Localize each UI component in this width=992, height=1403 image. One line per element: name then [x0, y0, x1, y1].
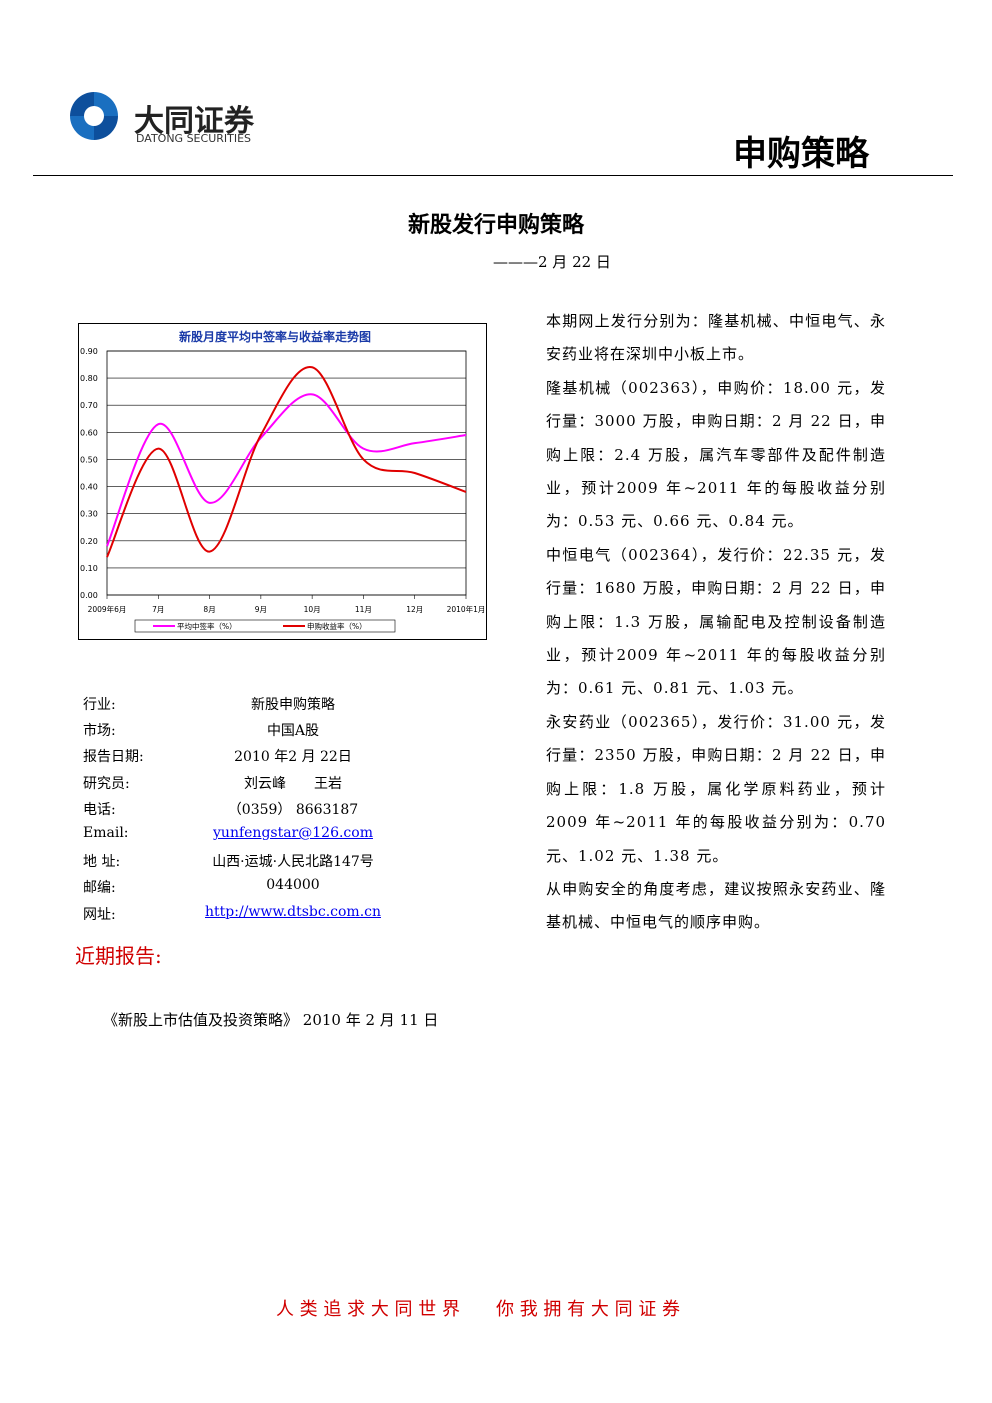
- info-label: 邮编:: [83, 880, 116, 897]
- info-row: Email: yunfengstar@126.com: [83, 825, 413, 851]
- x-tick-label: 2010年1月: [447, 604, 486, 614]
- paragraph: 隆基机械（002363），申购价：18.00 元，发行量：3000 万股，申购日…: [546, 378, 886, 531]
- info-label: 报告日期:: [83, 749, 144, 766]
- recent-heading: 近期报告:: [75, 944, 162, 968]
- info-row: 网址: http://www.dtsbc.com.cn: [83, 904, 413, 930]
- logo-mark: [70, 92, 118, 140]
- header-rule: [33, 175, 953, 176]
- x-tick-label: 10月: [304, 605, 321, 614]
- doc-date: ———2 月 22 日: [493, 253, 611, 271]
- doc-title: 新股发行申购策略: [407, 212, 584, 238]
- info-row: 地 址: 山西·运城·人民北路147号: [83, 851, 413, 877]
- footer-slogan: 人 类 追 求 大 同 世 界 你 我 拥 有 大 同 证 券: [275, 1299, 681, 1320]
- y-tick-label: 0.90: [80, 347, 98, 356]
- legend-label: 申购收益率（%）: [307, 621, 367, 631]
- x-tick-label: 2009年6月: [88, 604, 127, 614]
- info-row: 行业: 新股申购策略: [83, 694, 413, 720]
- legend-box: [134, 619, 396, 633]
- info-row: 邮编: 044000: [83, 877, 413, 903]
- chart-title: 新股月度平均中签率与收益率走势图: [179, 329, 371, 344]
- info-label: 地 址:: [83, 854, 121, 871]
- info-value: 刘云峰 王岩: [244, 775, 342, 792]
- y-tick-label: 0.10: [80, 564, 98, 573]
- y-tick-label: 0.80: [80, 374, 98, 383]
- y-tick-label: 0.20: [80, 537, 98, 546]
- x-tick-label: 8月: [203, 605, 215, 614]
- y-tick-label: 0.30: [80, 510, 98, 519]
- y-tick-label: 0.40: [80, 483, 98, 492]
- paragraph: 中恒电气（002364），发行价：22.35 元，发行量：1680 万股，申购日…: [546, 545, 886, 698]
- x-tick-label: 9月: [255, 605, 267, 614]
- info-value: 新股申购策略: [251, 697, 335, 713]
- info-label: 市场:: [83, 723, 116, 740]
- info-row: 报告日期: 2010 年2 月 22日: [83, 746, 413, 772]
- section-title: 申购策略: [733, 134, 869, 174]
- y-tick-label: 0.50: [80, 455, 98, 464]
- info-link[interactable]: http://www.dtsbc.com.cn: [205, 903, 381, 920]
- info-label: Email:: [83, 825, 129, 841]
- info-label: 行业:: [83, 697, 116, 713]
- info-value: 044000: [266, 877, 320, 894]
- x-tick-label: 12月: [406, 605, 423, 614]
- y-tick-label: 0.60: [80, 428, 98, 437]
- y-tick-label: 0.00: [80, 591, 98, 600]
- info-row: 电话: （0359） 8663187: [83, 799, 413, 825]
- paragraph: 永安药业（002365），发行价：31.00 元，发行量：2350 万股，申购日…: [546, 712, 886, 865]
- legend-label: 平均中签率（%）: [177, 621, 237, 631]
- info-label: 研究员:: [83, 775, 130, 792]
- logo-text: 大同证券: [134, 104, 254, 139]
- info-link[interactable]: yunfengstar@126.com: [213, 825, 373, 841]
- info-row: 研究员: 刘云峰 王岩: [83, 773, 413, 799]
- chart: 新股月度平均中签率与收益率走势图 0.00 0.10 0.20 0.30 0.40 0.5…: [78, 323, 487, 640]
- info-row: 市场: 中国A股: [83, 720, 413, 746]
- y-tick-label: 0.70: [80, 401, 98, 410]
- body-text: 本期网上发行分别为：隆基机械、中恒电气、永安药业将在深圳中小板上市。隆基机械（0…: [546, 305, 886, 940]
- info-value: （0359） 8663187: [227, 801, 359, 818]
- info-value: 2010 年2 月 22日: [234, 749, 352, 766]
- series-line: [106, 393, 467, 547]
- info-label: 电话:: [83, 801, 116, 818]
- info-value: 中国A股: [266, 723, 320, 740]
- paragraph: 本期网上发行分别为：隆基机械、中恒电气、永安药业将在深圳中小板上市。: [546, 312, 886, 364]
- info-label: 网址:: [83, 906, 116, 923]
- series-line: [106, 366, 467, 558]
- x-tick-label: 11月: [355, 605, 372, 614]
- info-value: 山西·运城·人民北路147号: [212, 854, 374, 871]
- x-tick-label: 7月: [152, 605, 164, 614]
- logo-en: DATONG SECURITIES: [136, 132, 252, 145]
- recent-item: 《新股上市估值及投资策略》 2010 年 2 月 11 日: [103, 1011, 439, 1029]
- paragraph: 从申购安全的角度考虑，建议按照永安药业、隆基机械、中恒电气的顺序申购。: [546, 879, 886, 932]
